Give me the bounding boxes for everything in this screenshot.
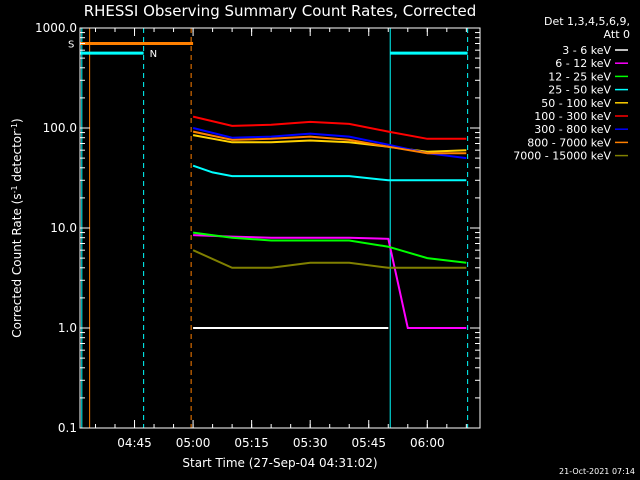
generated-timestamp: 21-Oct-2021 07:14 (559, 467, 635, 476)
x-axis-label: Start Time (27-Sep-04 04:31:02) (182, 456, 377, 470)
y-tick-label: 0.1 (58, 421, 77, 435)
x-tick-label: 05:45 (351, 436, 386, 450)
legend-entry: 6 - 12 keV (555, 57, 611, 70)
x-axis-ticks: 04:45 05:00 05:15 05:30 05:45 06:00 (94, 28, 467, 450)
legend-entry: 3 - 6 keV (562, 44, 611, 57)
y-axis-label-part: Corrected Count Rate (s (10, 193, 24, 337)
x-tick-label: 05:30 (293, 436, 328, 450)
legend-entry: 25 - 50 keV (548, 84, 611, 97)
chart-title: RHESSI Observing Summary Count Rates, Co… (84, 2, 477, 20)
series-line (192, 249, 467, 269)
y-tick-label: 100.0 (43, 121, 77, 135)
x-tick-label: 04:45 (117, 436, 152, 450)
flag-label: N (150, 49, 157, 60)
series-line (192, 164, 467, 182)
legend-entry: 12 - 25 keV (548, 70, 611, 83)
x-tick-label: 05:15 (234, 436, 269, 450)
legend-header-line: Att 0 (604, 28, 630, 41)
series-lines (192, 115, 467, 329)
y-axis-label-part: ) (10, 118, 24, 123)
legend-header-line: Det 1,3,4,5,6,9, (544, 15, 630, 28)
legend-entry: 800 - 7000 keV (527, 136, 611, 149)
y-axis-label-part: -1 (10, 123, 19, 131)
legend-entry: 300 - 800 keV (534, 123, 611, 136)
x-tick-label: 05:00 (176, 436, 211, 450)
y-axis-label-part: -1 (10, 185, 19, 193)
legend-entry: 7000 - 15000 keV (513, 150, 611, 163)
flag-label: S (68, 39, 74, 50)
y-tick-label: 10.0 (50, 221, 77, 235)
series-line (193, 234, 467, 329)
y-tick-label: 1.0 (58, 321, 77, 335)
series-line (192, 130, 467, 155)
y-axis-ticks: 0.1 1.0 10.0 100.0 1000.0 (35, 21, 480, 435)
y-axis-label-part: detector (10, 131, 24, 186)
legend-entry: 100 - 300 keV (534, 110, 611, 123)
flag-bars: SN (68, 39, 468, 60)
series-line (192, 231, 467, 264)
y-axis-label: Corrected Count Rate (s-1 detector-1) (10, 118, 25, 337)
series-line (192, 115, 467, 140)
x-tick-label: 06:00 (410, 436, 445, 450)
y-tick-label: 1000.0 (35, 21, 77, 35)
legend-entry: 50 - 100 keV (541, 97, 611, 110)
